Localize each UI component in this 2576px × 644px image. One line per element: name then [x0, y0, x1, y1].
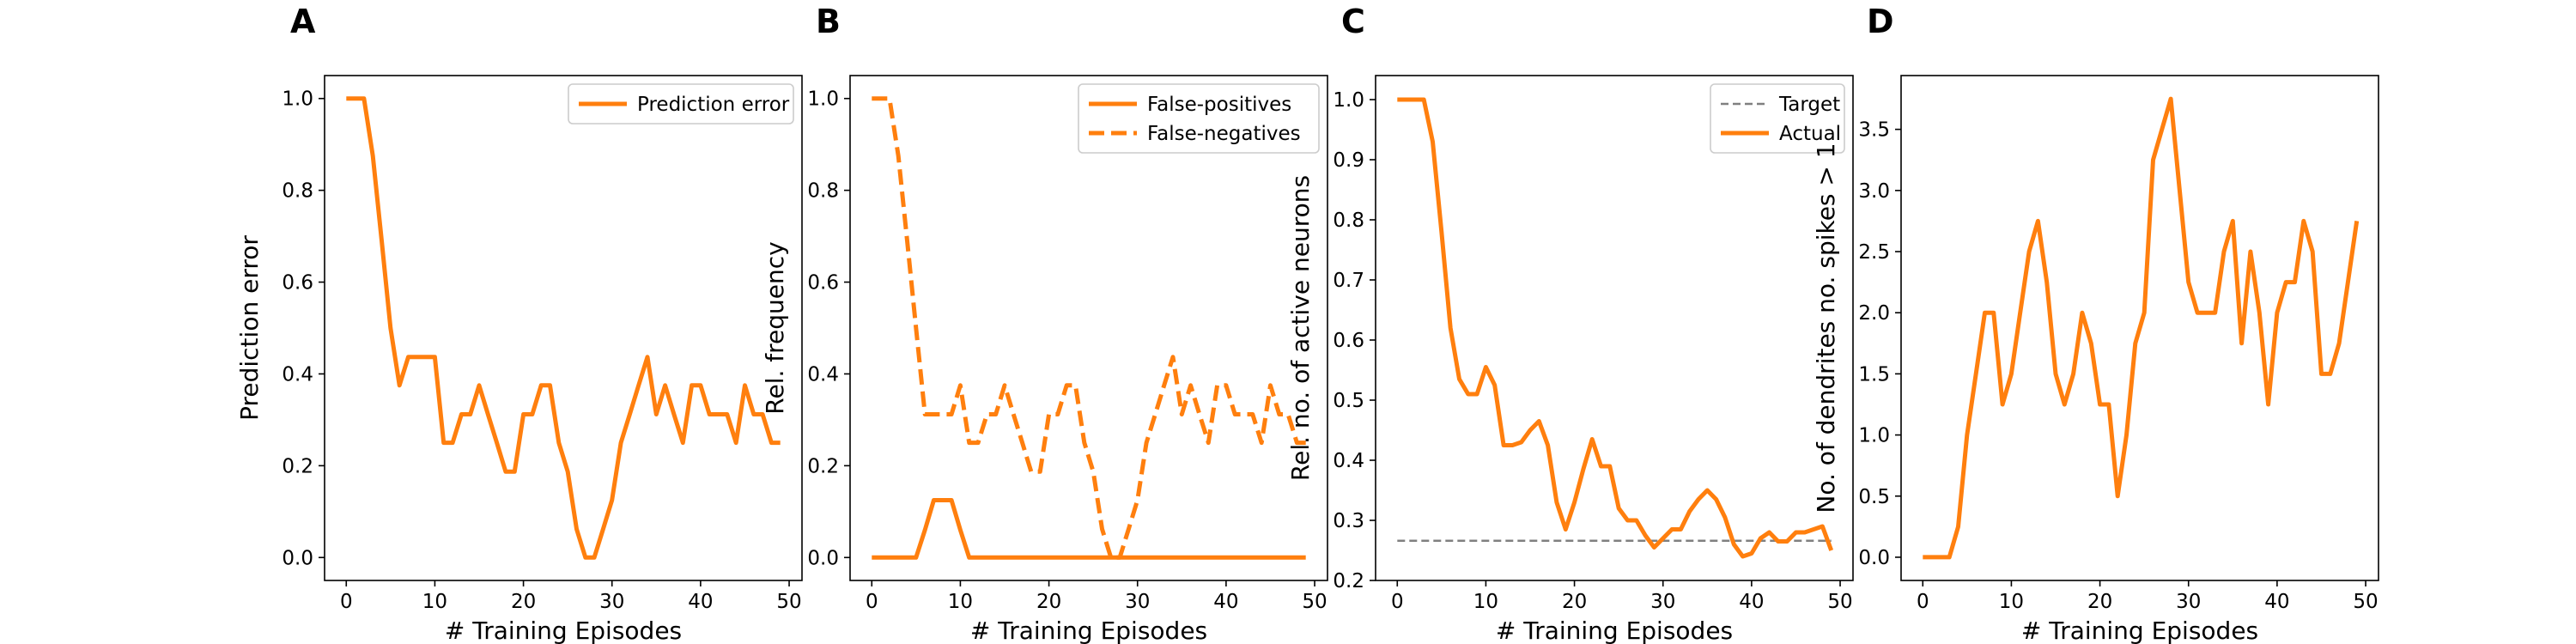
legend-label: False-negatives — [1147, 123, 1301, 145]
series-line-prediction-error — [346, 96, 781, 560]
panel-b: B 0 10 20 30 40 50 0.0 0.2 0.4 0.6 0.8 1.0 # Training… — [761, 3, 1328, 644]
legend-frame — [568, 83, 794, 125]
y-tick-label: 0.3 — [1333, 510, 1364, 532]
x-tick-label: 40 — [688, 591, 713, 613]
series-line-false-negatives — [872, 96, 1306, 560]
x-tick-label: 20 — [511, 591, 536, 613]
legend-frame — [1710, 83, 1845, 154]
axes-frame — [849, 75, 1328, 581]
y-tick-label: 0.2 — [1333, 570, 1364, 592]
x-tick-label: 40 — [1213, 591, 1238, 613]
y-tick-label: 0.8 — [1333, 210, 1364, 232]
y-tick-label: 0.4 — [1333, 450, 1364, 472]
axes-frame — [1375, 75, 1854, 581]
x-tick-label: 50 — [2353, 591, 2378, 613]
panel-d: D 0 10 20 30 40 50 0.0 0.5 1.0 1.5 2.0 2.5 3.0 3.5 # Tr… — [1812, 3, 2379, 644]
x-tick-label: 40 — [2264, 591, 2289, 613]
y-axis-label: Rel. no. of active neurons — [1286, 175, 1315, 481]
y-tick-label: 0.0 — [282, 547, 313, 569]
axes-frame — [324, 75, 803, 581]
x-tick-label: 20 — [2087, 591, 2112, 613]
panel-a: A 0 10 20 30 40 50 0.0 0.2 0.4 0.6 0.8 1.0 # Training… — [235, 3, 803, 644]
x-tick-label: 40 — [1739, 591, 1764, 613]
y-axis-label: Rel. frequency — [761, 241, 789, 414]
y-tick-label: 1.5 — [1858, 363, 1890, 386]
series-line-false-positives — [872, 498, 1306, 560]
x-tick-label: 20 — [1562, 591, 1587, 613]
x-tick-label: 50 — [1827, 591, 1852, 613]
panel-letter: A — [290, 3, 316, 40]
y-tick-label: 0.0 — [807, 547, 839, 569]
axes-frame — [1900, 75, 2379, 581]
y-tick-label: 1.0 — [1333, 89, 1364, 112]
x-axis-label: # Training Episodes — [445, 617, 682, 644]
legend-label: False-positives — [1147, 94, 1291, 116]
panel-letter: D — [1867, 3, 1894, 40]
x-tick-label: 30 — [1125, 591, 1150, 613]
legend-frame — [1078, 83, 1320, 154]
x-tick-label: 10 — [1473, 591, 1498, 613]
y-tick-label: 1.0 — [282, 88, 313, 111]
legend-label: Actual — [1779, 123, 1841, 145]
legend: Target Actual — [1710, 83, 1845, 154]
y-tick-label: 3.5 — [1858, 119, 1890, 142]
y-tick-label: 1.0 — [807, 88, 839, 111]
y-tick-label: 0.2 — [282, 455, 313, 477]
x-tick-label: 50 — [776, 591, 801, 613]
x-axis-label: # Training Episodes — [1496, 617, 1733, 644]
panel-c: C 0 10 20 30 40 50 0.2 0.3 0.4 0.5 0.6 0.7 0.8 0.9 1.0 #… — [1286, 3, 1854, 644]
x-tick-label: 20 — [1036, 591, 1061, 613]
y-tick-label: 3.0 — [1858, 180, 1890, 203]
x-tick-label: 0 — [1391, 591, 1404, 613]
x-tick-label: 0 — [1917, 591, 1929, 613]
x-tick-label: 10 — [1999, 591, 2024, 613]
y-tick-label: 0.9 — [1333, 149, 1364, 172]
legend: False-positives False-negatives — [1078, 83, 1320, 154]
y-tick-label: 0.5 — [1333, 390, 1364, 412]
y-tick-label: 2.0 — [1858, 302, 1890, 325]
y-axis-label: Prediction error — [235, 235, 264, 421]
x-tick-label: 0 — [866, 591, 878, 613]
panel-letter: C — [1341, 3, 1365, 40]
y-axis-label: No. of dendrites no. spikes > 1 — [1812, 143, 1840, 513]
y-tick-label: 0.5 — [1858, 486, 1890, 508]
x-tick-label: 30 — [599, 591, 624, 613]
legend-label: Target — [1778, 94, 1840, 116]
y-tick-label: 0.2 — [807, 455, 839, 477]
y-tick-label: 0.6 — [1333, 330, 1364, 352]
x-tick-label: 30 — [1650, 591, 1675, 613]
x-tick-label: 50 — [1302, 591, 1327, 613]
series-line-value — [1923, 96, 2360, 560]
x-tick-label: 0 — [340, 591, 353, 613]
panel-letter: B — [816, 3, 841, 40]
y-tick-label: 0.6 — [282, 272, 313, 295]
y-tick-label: 0.6 — [807, 272, 839, 295]
series-line-actual — [1397, 97, 1834, 559]
y-tick-label: 0.0 — [1858, 547, 1890, 569]
legend-label: Prediction error — [637, 94, 790, 116]
y-tick-label: 2.5 — [1858, 241, 1890, 264]
x-axis-label: # Training Episodes — [970, 617, 1207, 644]
x-tick-label: 30 — [2176, 591, 2201, 613]
legend: Prediction error — [568, 83, 794, 125]
x-tick-label: 10 — [948, 591, 973, 613]
x-tick-label: 10 — [422, 591, 447, 613]
y-tick-label: 0.8 — [807, 180, 839, 203]
y-tick-label: 0.4 — [282, 363, 313, 386]
x-axis-label: # Training Episodes — [2021, 617, 2258, 644]
y-tick-label: 0.8 — [282, 180, 313, 203]
y-tick-label: 1.0 — [1858, 425, 1890, 447]
y-tick-label: 0.7 — [1333, 270, 1364, 292]
y-tick-label: 0.4 — [807, 363, 839, 386]
